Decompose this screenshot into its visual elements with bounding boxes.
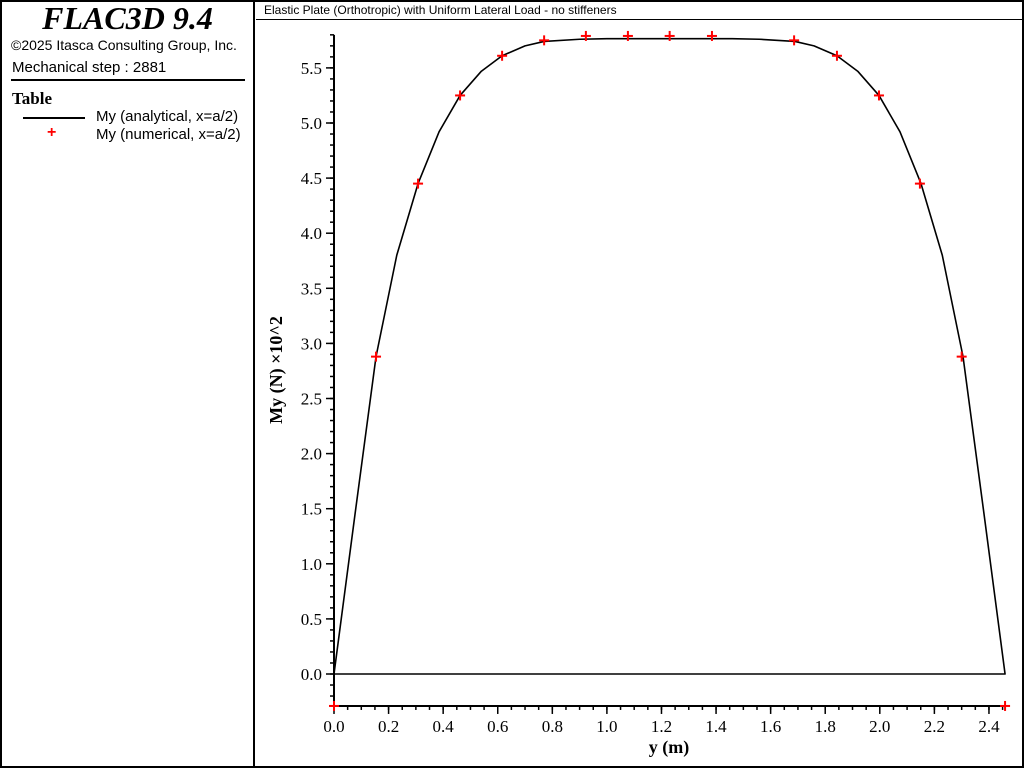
x-tick-label: 1.6 bbox=[760, 717, 781, 736]
y-tick-label: 4.5 bbox=[301, 169, 322, 188]
analytical-series-line bbox=[333, 37, 1006, 675]
y-tick-label: 1.5 bbox=[301, 500, 322, 519]
numerical-data-point bbox=[664, 30, 675, 41]
copyright: ©2025 Itasca Consulting Group, Inc. bbox=[11, 37, 237, 53]
numerical-data-point bbox=[413, 178, 424, 189]
numerical-data-point bbox=[914, 178, 925, 189]
numerical-data-point bbox=[455, 90, 466, 101]
y-tick-label: 5.0 bbox=[301, 114, 322, 133]
y-tick-label: 1.0 bbox=[301, 555, 322, 574]
chart-title: Elastic Plate (Orthotropic) with Uniform… bbox=[264, 3, 617, 17]
x-tick-label: 1.4 bbox=[705, 717, 727, 736]
legend-title: Table bbox=[12, 89, 53, 108]
legend-panel: FLAC3D 9.4 ©2025 Itasca Consulting Group… bbox=[0, 0, 255, 768]
numerical-data-point bbox=[497, 50, 508, 61]
x-tick-label: 0.6 bbox=[487, 717, 508, 736]
x-tick-label: 2.0 bbox=[869, 717, 890, 736]
app-title: FLAC3D 9.4 bbox=[42, 0, 213, 36]
y-tick-label: 0.0 bbox=[301, 665, 322, 684]
numerical-data-point bbox=[580, 30, 591, 41]
divider bbox=[11, 79, 245, 81]
legend-label-numerical: My (numerical, x=a/2) bbox=[96, 126, 241, 143]
y-axis-label: My (N) ×10^2 bbox=[266, 316, 287, 424]
y-tick-label: 2.5 bbox=[301, 390, 322, 409]
y-tick-label: 4.0 bbox=[301, 224, 322, 243]
numerical-data-point bbox=[329, 700, 339, 711]
y-tick-label: 2.0 bbox=[301, 445, 322, 464]
numerical-data-point bbox=[539, 35, 550, 46]
x-tick-label: 0.2 bbox=[378, 717, 399, 736]
numerical-data-point bbox=[789, 35, 800, 46]
mechanical-step: Mechanical step : 2881 bbox=[12, 59, 167, 76]
x-tick-label: 0.0 bbox=[323, 717, 344, 736]
legend-plus-marker-icon: + bbox=[47, 124, 57, 141]
numerical-data-point bbox=[831, 50, 842, 61]
x-tick-label: 1.0 bbox=[596, 717, 617, 736]
numerical-data-point bbox=[371, 351, 382, 362]
numerical-data-point bbox=[873, 90, 884, 101]
y-tick-label: 0.5 bbox=[301, 610, 322, 629]
x-tick-label: 2.4 bbox=[978, 717, 1000, 736]
x-axis-label: y (m) bbox=[649, 737, 689, 758]
x-tick-label: 1.8 bbox=[815, 717, 836, 736]
y-tick-label: 3.5 bbox=[301, 279, 322, 298]
title-divider bbox=[256, 19, 1024, 20]
x-tick-label: 0.4 bbox=[433, 717, 455, 736]
x-tick-label: 0.8 bbox=[542, 717, 563, 736]
numerical-data-point bbox=[1000, 700, 1011, 711]
legend-line-swatch bbox=[23, 117, 85, 119]
numerical-data-point bbox=[706, 30, 717, 41]
numerical-data-point bbox=[622, 30, 633, 41]
y-tick-label: 3.0 bbox=[301, 334, 322, 353]
numerical-data-point bbox=[956, 351, 967, 362]
x-tick-label: 2.2 bbox=[924, 717, 945, 736]
x-tick-label: 1.2 bbox=[651, 717, 672, 736]
legend-label-analytical: My (analytical, x=a/2) bbox=[96, 108, 239, 125]
y-tick-label: 5.5 bbox=[301, 59, 322, 78]
